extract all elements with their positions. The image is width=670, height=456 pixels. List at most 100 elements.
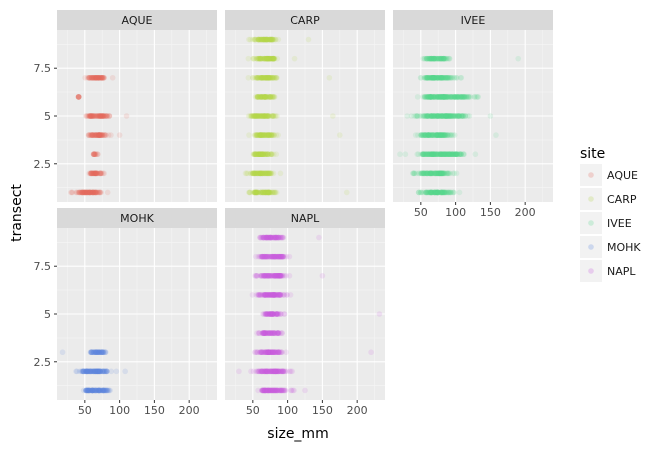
- data-point: [86, 189, 93, 196]
- data-point: [443, 113, 449, 119]
- data-point: [96, 113, 103, 119]
- data-point: [259, 113, 266, 119]
- data-point: [263, 330, 270, 336]
- data-point: [428, 151, 434, 158]
- data-point: [271, 349, 278, 356]
- data-point: [255, 94, 262, 100]
- data-point: [90, 189, 96, 196]
- data-point: [252, 189, 258, 196]
- data-point: [266, 55, 273, 62]
- data-point: [99, 368, 106, 375]
- data-point: [104, 189, 111, 196]
- data-point: [264, 55, 270, 62]
- data-point: [425, 132, 431, 138]
- data-point: [267, 36, 274, 43]
- data-point: [256, 113, 262, 119]
- data-point: [256, 292, 263, 298]
- data-point: [263, 170, 270, 177]
- data-point: [425, 132, 432, 138]
- data-point: [91, 74, 98, 81]
- data-point: [428, 94, 434, 100]
- x-tick-label: 50: [246, 404, 260, 417]
- data-point: [435, 132, 441, 138]
- data-point: [262, 74, 268, 81]
- data-point: [264, 74, 271, 81]
- data-point: [441, 170, 448, 177]
- data-point: [415, 132, 421, 138]
- data-point: [434, 170, 441, 177]
- data-point: [92, 170, 99, 177]
- data-point: [278, 368, 284, 375]
- data-point: [449, 113, 455, 119]
- data-point: [424, 151, 431, 158]
- data-point: [444, 94, 451, 100]
- data-point: [257, 170, 264, 177]
- data-point: [248, 170, 254, 177]
- data-point: [429, 74, 435, 81]
- data-point: [250, 170, 256, 177]
- data-point: [93, 74, 100, 81]
- data-point: [447, 132, 454, 138]
- data-point: [279, 368, 286, 375]
- data-point: [413, 170, 420, 177]
- data-point: [449, 113, 455, 119]
- data-point: [90, 368, 96, 375]
- data-point: [258, 74, 264, 81]
- data-point: [430, 113, 436, 119]
- data-point: [439, 74, 446, 81]
- data-point: [430, 94, 437, 100]
- data-point: [272, 36, 279, 43]
- data-point: [88, 368, 95, 375]
- data-point: [97, 170, 104, 177]
- data-point: [261, 113, 268, 119]
- data-point: [430, 113, 437, 119]
- data-point: [103, 113, 109, 119]
- data-point: [487, 113, 494, 119]
- data-point: [259, 387, 266, 394]
- data-point: [79, 189, 86, 196]
- data-point: [95, 189, 102, 196]
- data-point: [252, 113, 259, 119]
- data-point: [448, 113, 455, 119]
- data-point: [259, 132, 265, 138]
- data-point: [59, 349, 66, 356]
- data-point: [431, 74, 438, 81]
- data-point: [255, 368, 262, 375]
- data-point: [90, 189, 96, 196]
- data-point: [272, 349, 279, 356]
- data-point: [271, 55, 277, 62]
- data-point: [104, 387, 110, 394]
- data-point: [264, 189, 271, 196]
- data-point: [452, 151, 459, 158]
- data-point: [434, 189, 441, 196]
- data-point: [460, 94, 467, 100]
- data-point: [258, 349, 265, 356]
- data-point: [99, 349, 105, 356]
- data-point: [93, 368, 100, 375]
- data-point: [433, 74, 439, 81]
- data-point: [259, 151, 265, 158]
- data-point: [451, 113, 458, 119]
- data-point: [268, 113, 275, 119]
- data-point: [98, 349, 105, 356]
- data-point: [94, 349, 100, 356]
- data-point: [275, 349, 282, 356]
- data-point: [426, 132, 433, 138]
- data-point: [420, 55, 426, 62]
- data-point: [275, 368, 282, 375]
- data-point: [263, 113, 270, 119]
- data-point: [425, 132, 432, 138]
- data-point: [441, 189, 448, 196]
- data-point: [258, 368, 265, 375]
- data-point: [456, 189, 463, 196]
- data-point: [261, 387, 267, 394]
- x-tick-label: 200: [179, 404, 200, 417]
- data-point: [281, 387, 288, 394]
- data-point: [421, 170, 427, 177]
- data-point: [264, 151, 271, 158]
- data-point: [443, 113, 449, 119]
- data-point: [441, 94, 447, 100]
- data-point: [87, 113, 94, 119]
- data-point: [436, 151, 443, 158]
- data-point: [101, 368, 108, 375]
